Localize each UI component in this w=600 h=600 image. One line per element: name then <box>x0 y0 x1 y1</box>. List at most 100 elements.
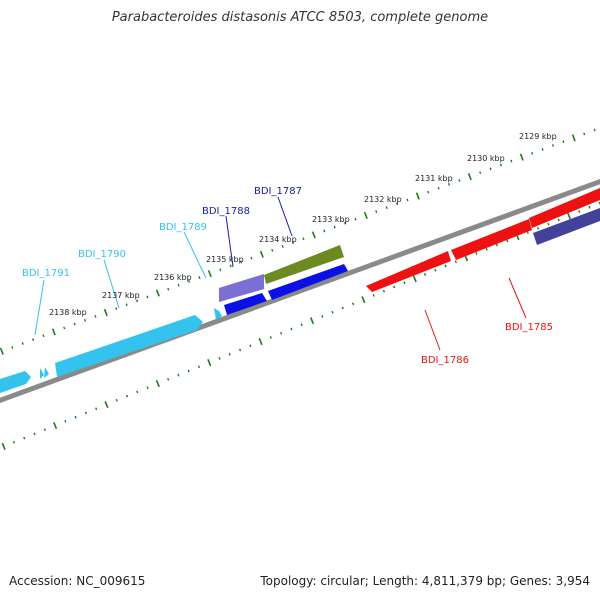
scale-label: 2138 kbp <box>49 308 87 317</box>
minor-tick <box>136 390 139 394</box>
gene-feature <box>219 274 264 302</box>
major-tick <box>309 317 315 325</box>
minor-tick <box>64 419 67 423</box>
minor-tick <box>372 294 375 297</box>
minor-tick <box>395 202 399 206</box>
minor-tick <box>475 252 478 255</box>
minor-tick <box>454 260 457 264</box>
scale-label: 2137 kbp <box>102 291 140 300</box>
gene-label[interactable]: BDI_1791 <box>22 268 70 279</box>
major-tick <box>415 192 420 200</box>
gene-leader <box>34 279 45 336</box>
minor-tick <box>11 346 14 349</box>
map-title: Parabacteroides distasonis ATCC 8503, co… <box>111 10 489 25</box>
major-tick <box>207 358 212 367</box>
minor-tick <box>354 217 357 221</box>
minor-tick <box>197 365 201 369</box>
gene-feature <box>264 245 344 284</box>
minor-tick <box>125 394 129 398</box>
minor-tick <box>578 210 581 213</box>
minor-tick <box>323 229 326 233</box>
minor-tick <box>32 338 35 342</box>
major-tick <box>0 347 4 355</box>
minor-tick <box>489 167 492 171</box>
gene-feature <box>214 308 222 320</box>
minor-tick <box>94 314 97 318</box>
minor-tick <box>291 241 295 244</box>
gene-leader <box>508 277 527 319</box>
minor-tick <box>43 428 46 432</box>
gene-leader <box>183 231 207 279</box>
gene-feature <box>0 371 31 393</box>
minor-tick <box>187 369 190 373</box>
minor-tick <box>187 280 191 283</box>
minor-tick <box>375 210 378 213</box>
minor-tick <box>531 151 534 155</box>
gene-label[interactable]: BDI_1789 <box>159 222 207 233</box>
scale-label: 2133 kbp <box>312 215 350 224</box>
scale-label: 2134 kbp <box>259 235 297 244</box>
minor-tick <box>583 132 586 136</box>
gene-label[interactable]: BDI_1788 <box>202 206 250 217</box>
minor-tick <box>23 436 26 440</box>
minor-tick <box>341 306 344 310</box>
minor-tick <box>42 334 45 338</box>
gene-feature <box>40 368 44 379</box>
minor-tick <box>321 315 324 318</box>
minor-tick <box>300 323 303 327</box>
minor-tick <box>146 386 149 390</box>
gene-feature <box>268 264 348 300</box>
gene-label[interactable]: BDI_1790 <box>78 249 126 260</box>
gene-leader <box>103 259 120 309</box>
minor-tick <box>239 260 243 264</box>
major-tick <box>155 289 160 297</box>
minor-tick <box>177 373 180 377</box>
major-tick <box>363 211 368 219</box>
minor-tick <box>351 302 355 306</box>
gene-feature <box>224 293 267 315</box>
major-tick <box>412 275 417 283</box>
inner-tick-track <box>1 201 600 450</box>
minor-tick <box>593 128 596 132</box>
genome-summary-text: Topology: circular; Length: 4,811,379 bp… <box>260 574 590 588</box>
minor-tick <box>167 287 170 291</box>
minor-tick <box>499 163 503 167</box>
scale-label: 2130 kbp <box>467 154 505 163</box>
gene-feature <box>451 219 532 260</box>
minor-tick <box>280 331 283 335</box>
minor-tick <box>269 336 272 339</box>
minor-tick <box>198 276 201 279</box>
minor-tick <box>495 243 499 247</box>
scale-label: 2132 kbp <box>364 195 402 204</box>
major-tick <box>259 250 264 258</box>
gene-leader <box>225 215 234 268</box>
minor-tick <box>506 239 509 243</box>
minor-tick <box>479 171 482 175</box>
minor-tick <box>302 237 305 241</box>
major-tick <box>104 400 109 409</box>
minor-tick <box>167 377 170 381</box>
minor-tick <box>115 307 118 310</box>
minor-tick <box>146 295 149 299</box>
minor-tick <box>177 283 180 287</box>
minor-tick <box>458 179 461 182</box>
scale-label: 2131 kbp <box>415 174 453 183</box>
minor-tick <box>331 310 334 314</box>
outer-tick-track <box>0 128 596 355</box>
gene-label[interactable]: BDI_1785 <box>505 322 553 333</box>
minor-tick <box>21 342 24 345</box>
major-tick <box>207 270 212 278</box>
minor-tick <box>406 198 409 202</box>
major-tick <box>258 338 263 346</box>
minor-tick <box>271 248 274 252</box>
gene-label[interactable]: BDI_1787 <box>254 186 302 197</box>
minor-tick <box>562 140 565 144</box>
minor-tick <box>33 432 36 436</box>
minor-tick <box>437 186 440 190</box>
minor-tick <box>403 281 406 285</box>
minor-tick <box>218 357 221 360</box>
gene-label[interactable]: BDI_1786 <box>421 355 469 366</box>
minor-tick <box>485 247 488 251</box>
minor-tick <box>12 440 16 444</box>
